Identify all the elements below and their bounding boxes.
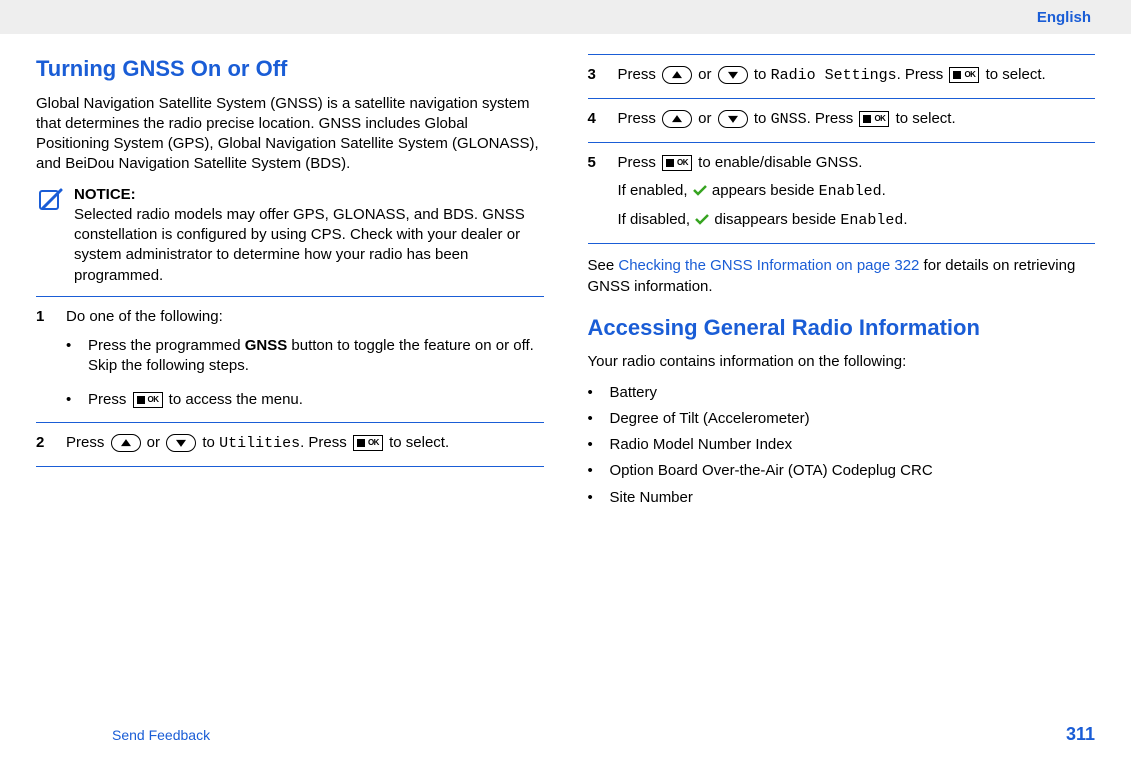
- text-fragment: to enable/disable GNSS.: [694, 154, 862, 171]
- menu-target-utilities: Utilities: [219, 435, 300, 452]
- text-fragment: . Press: [300, 434, 351, 451]
- step-number: 3: [588, 65, 606, 86]
- text-fragment: to access the menu.: [165, 391, 303, 408]
- ok-button-icon: [859, 111, 889, 127]
- ok-button-icon: [133, 392, 163, 408]
- text-fragment: to: [750, 110, 771, 127]
- text-fragment: appears beside: [708, 182, 819, 199]
- step-4: 4 Press or to GNSS. Press to select.: [588, 98, 1096, 143]
- step-number: 5: [588, 153, 606, 232]
- text-fragment: or: [694, 66, 716, 83]
- step-1-bullet-1: • Press the programmed GNSS button to to…: [66, 336, 544, 377]
- info-bullet: • Radio Model Number Index: [588, 435, 1096, 455]
- notice-text: Selected radio models may offer GPS, GLO…: [74, 206, 525, 284]
- checkmark-icon: [693, 182, 707, 193]
- notice-icon: [36, 185, 66, 286]
- text-fragment: . Press: [807, 110, 858, 127]
- info-bullet: • Degree of Tilt (Accelerometer): [588, 409, 1096, 429]
- ok-button-icon: [949, 67, 979, 83]
- text-fragment: Press the programmed: [88, 337, 245, 354]
- menu-target-gnss: GNSS: [771, 111, 807, 128]
- up-button-icon: [662, 66, 692, 84]
- info-item-site-number: Site Number: [610, 488, 693, 508]
- step-1-lead: Do one of the following:: [66, 307, 544, 327]
- bullet-dot: •: [66, 390, 78, 410]
- notice-block: NOTICE: Selected radio models may offer …: [36, 185, 544, 286]
- text-fragment: Press: [88, 391, 131, 408]
- info-bullet: • Site Number: [588, 488, 1096, 508]
- up-button-icon: [662, 110, 692, 128]
- text-fragment: Press: [618, 110, 661, 127]
- bullet-dot: •: [66, 336, 78, 377]
- info-bullet: • Battery: [588, 383, 1096, 403]
- text-fragment: .: [882, 182, 886, 199]
- bullet-dot: •: [588, 461, 598, 481]
- down-button-icon: [166, 434, 196, 452]
- text-fragment: disappears beside: [710, 211, 840, 228]
- step-number: 1: [36, 307, 54, 410]
- ok-button-icon: [353, 435, 383, 451]
- enabled-label: Enabled: [840, 212, 903, 229]
- text-fragment: See: [588, 257, 619, 274]
- text-fragment: . Press: [897, 66, 948, 83]
- text-fragment: .: [903, 211, 907, 228]
- up-button-icon: [111, 434, 141, 452]
- text-bold-gnss: GNSS: [245, 337, 288, 354]
- step-number: 2: [36, 433, 54, 454]
- text-fragment: If enabled,: [618, 182, 692, 199]
- info-bullet: • Option Board Over-the-Air (OTA) Codeplu…: [588, 461, 1096, 481]
- step-1: 1 Do one of the following: • Press the p…: [36, 296, 544, 423]
- section-title-gnss: Turning GNSS On or Off: [36, 54, 544, 84]
- gnss-info-link[interactable]: Checking the GNSS Information on page 32…: [618, 257, 919, 274]
- info-item-model-index: Radio Model Number Index: [610, 435, 793, 455]
- top-banner: [0, 0, 1131, 34]
- down-button-icon: [718, 66, 748, 84]
- page-number: 311: [1066, 722, 1095, 746]
- text-fragment: If disabled,: [618, 211, 695, 228]
- language-label: English: [1037, 8, 1091, 28]
- text-fragment: Press: [66, 434, 109, 451]
- text-fragment: or: [143, 434, 165, 451]
- enabled-label: Enabled: [819, 183, 882, 200]
- text-fragment: to: [750, 66, 771, 83]
- gnss-intro-text: Global Navigation Satellite System (GNSS…: [36, 94, 544, 175]
- step-5: 5 Press to enable/disable GNSS. If enabl…: [588, 142, 1096, 245]
- checkmark-icon: [695, 211, 709, 222]
- text-fragment: Press: [618, 66, 661, 83]
- info-item-battery: Battery: [610, 383, 658, 403]
- text-fragment: to select.: [385, 434, 449, 451]
- section-title-radio-info: Accessing General Radio Information: [588, 313, 1096, 343]
- step-3: 3 Press or to Radio Settings. Press to s…: [588, 54, 1096, 99]
- notice-label: NOTICE:: [74, 186, 136, 203]
- info-item-tilt: Degree of Tilt (Accelerometer): [610, 409, 810, 429]
- text-fragment: or: [694, 110, 716, 127]
- bullet-dot: •: [588, 383, 598, 403]
- ok-button-icon: [662, 155, 692, 171]
- text-fragment: Press: [618, 154, 661, 171]
- down-button-icon: [718, 110, 748, 128]
- step-1-bullet-2: • Press to access the menu.: [66, 390, 544, 410]
- text-fragment: to: [198, 434, 219, 451]
- text-fragment: to select.: [891, 110, 955, 127]
- menu-target-radio-settings: Radio Settings: [771, 67, 897, 84]
- info-item-ota-crc: Option Board Over-the-Air (OTA) Codeplug…: [610, 461, 933, 481]
- text-fragment: to select.: [981, 66, 1045, 83]
- bullet-dot: •: [588, 435, 598, 455]
- radio-info-intro: Your radio contains information on the f…: [588, 352, 1096, 372]
- send-feedback-link[interactable]: Send Feedback: [112, 726, 210, 745]
- step-number: 4: [588, 109, 606, 130]
- bullet-dot: •: [588, 409, 598, 429]
- bullet-dot: •: [588, 488, 598, 508]
- step-2: 2 Press or to Utilities. Press to select…: [36, 422, 544, 467]
- see-link-paragraph: See Checking the GNSS Information on pag…: [588, 256, 1096, 297]
